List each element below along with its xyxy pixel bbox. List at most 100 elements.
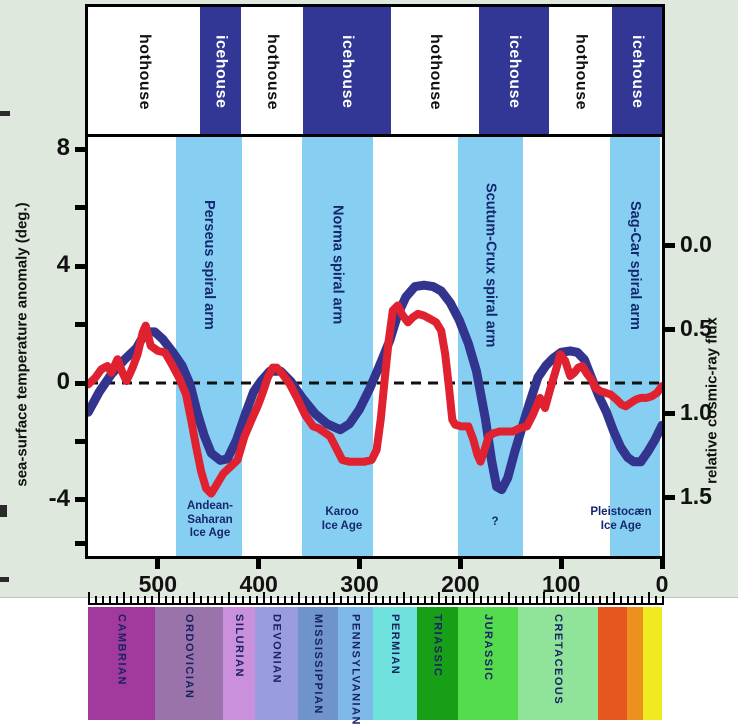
edge-artifact bbox=[0, 577, 9, 582]
ruler-tick bbox=[179, 596, 181, 605]
geologic-period-label: PENNSYLVANIAN bbox=[349, 614, 362, 726]
ruler-tick bbox=[550, 596, 552, 605]
ruler-tick bbox=[487, 596, 489, 605]
ruler-tick bbox=[641, 596, 643, 605]
geologic-period-unlabeled bbox=[598, 607, 627, 720]
left-axis-tick bbox=[75, 380, 88, 386]
climate-band-label: hothouse bbox=[572, 34, 590, 110]
left-axis-tick bbox=[75, 263, 88, 269]
curves-svg bbox=[88, 280, 662, 498]
ruler-tick bbox=[431, 596, 433, 605]
ruler-tick bbox=[382, 596, 384, 605]
ruler-tick bbox=[326, 596, 328, 605]
ruler-tick bbox=[298, 592, 300, 605]
ruler-tick bbox=[354, 596, 356, 605]
ruler-tick bbox=[634, 596, 636, 605]
ruler-tick bbox=[319, 596, 321, 605]
ruler-tick bbox=[403, 592, 405, 605]
left-axis-tick-label: -4 bbox=[48, 484, 70, 512]
spiral-arm-label-box: Norma spiral arm bbox=[302, 155, 373, 375]
x-axis-tick-label: 400 bbox=[239, 571, 278, 597]
ruler-tick bbox=[186, 596, 188, 605]
climate-strip: hothouse icehouse hothouse icehouse hothouse… bbox=[85, 4, 665, 140]
ruler-tick bbox=[256, 596, 258, 605]
geologic-period-label: PERMIAN bbox=[389, 614, 401, 676]
geologic-period-permian: PERMIAN bbox=[373, 607, 417, 720]
geologic-period-label: JURASSIC bbox=[482, 614, 494, 682]
ruler-tick bbox=[592, 596, 594, 605]
spiral-arm-label-box: Sag-Car spiral arm bbox=[610, 155, 660, 375]
ruler-tick bbox=[501, 596, 503, 605]
ruler-tick bbox=[522, 596, 524, 605]
x-axis-tick-label: 300 bbox=[340, 571, 379, 597]
x-axis-tick bbox=[356, 556, 362, 569]
climate-band-label: icehouse bbox=[506, 35, 523, 109]
ruler-tick bbox=[123, 592, 125, 605]
ruler-tick bbox=[277, 596, 279, 605]
ruler-tick bbox=[389, 596, 391, 605]
geologic-period-pennsylvanian: PENNSYLVANIAN bbox=[338, 607, 373, 726]
ruler-tick bbox=[508, 592, 510, 605]
ruler-tick bbox=[340, 596, 342, 605]
climate-band-hothouse: hothouse bbox=[549, 7, 612, 137]
ruler-tick bbox=[438, 592, 440, 605]
ruler-tick bbox=[578, 592, 580, 605]
climate-band-icehouse: icehouse bbox=[303, 7, 391, 137]
ruler-tick bbox=[228, 592, 230, 605]
ice-age-label: ? bbox=[491, 516, 499, 528]
ruler-tick bbox=[466, 596, 468, 605]
ruler-tick bbox=[235, 596, 237, 605]
climate-band-label: icehouse bbox=[212, 35, 230, 109]
x-axis-tick bbox=[256, 556, 262, 569]
climate-band-icehouse: icehouse bbox=[479, 7, 549, 137]
ruler-tick bbox=[410, 596, 412, 605]
ruler-tick bbox=[494, 596, 496, 605]
spiral-arm-label: Perseus spiral arm bbox=[201, 200, 217, 330]
left-axis-tick-label: 4 bbox=[56, 251, 70, 279]
left-axis-minor-tick bbox=[75, 438, 88, 444]
climate-band-hothouse: hothouse bbox=[88, 7, 200, 137]
left-axis-tick bbox=[75, 146, 88, 152]
ruler-tick bbox=[662, 596, 664, 605]
x-axis-tick-label: 500 bbox=[138, 571, 177, 597]
left-axis-minor-tick bbox=[75, 322, 88, 328]
ruler-tick bbox=[620, 596, 622, 605]
climate-band-icehouse: icehouse bbox=[612, 7, 662, 137]
geologic-period-unlabeled bbox=[627, 607, 643, 720]
ruler-tick bbox=[158, 592, 160, 605]
ruler-tick bbox=[263, 592, 265, 605]
right-axis-tick-label: 1.5 bbox=[680, 483, 712, 509]
spiral-arm-label: Scutum-Crux spiral arm bbox=[482, 182, 499, 348]
ruler-tick bbox=[284, 596, 286, 605]
spiral-arm-label-box: Scutum-Crux spiral arm bbox=[458, 155, 523, 375]
ruler-tick bbox=[144, 596, 146, 605]
ruler-tick bbox=[193, 592, 195, 605]
spiral-arm-band: Sag-Car spiral arm bbox=[610, 137, 660, 556]
ruler-tick bbox=[571, 596, 573, 605]
geologic-period-mississippian: MISSISSIPPIAN bbox=[298, 607, 338, 720]
ruler-tick bbox=[445, 596, 447, 605]
x-axis-tick bbox=[659, 556, 665, 569]
ruler-tick bbox=[242, 596, 244, 605]
geologic-period-label: MISSISSIPPIAN bbox=[312, 614, 324, 715]
ruler-tick bbox=[396, 596, 398, 605]
geologic-period-label: SILURIAN bbox=[233, 614, 245, 678]
ruler-tick bbox=[564, 596, 566, 605]
x-axis-tick bbox=[155, 556, 161, 569]
geologic-period-label: TRIASSIC bbox=[431, 614, 444, 678]
temperature-curve bbox=[88, 280, 662, 495]
edge-artifact bbox=[0, 505, 7, 517]
ruler-tick bbox=[613, 592, 615, 605]
left-axis-tick bbox=[75, 497, 88, 503]
climate-band-label: hothouse bbox=[264, 34, 281, 110]
ruler-tick bbox=[137, 596, 139, 605]
edge-artifact bbox=[0, 111, 10, 116]
geologic-period-jurassic: JURASSIC bbox=[458, 607, 518, 720]
geologic-period-label: CRETACEOUS bbox=[552, 614, 564, 706]
geologic-period-devonian: DEVONIAN bbox=[255, 607, 298, 720]
geologic-period-unlabeled bbox=[643, 607, 662, 720]
right-axis-tick-label: 0.0 bbox=[680, 231, 712, 257]
climate-band-label: hothouse bbox=[427, 34, 444, 110]
ruler-tick bbox=[200, 596, 202, 605]
